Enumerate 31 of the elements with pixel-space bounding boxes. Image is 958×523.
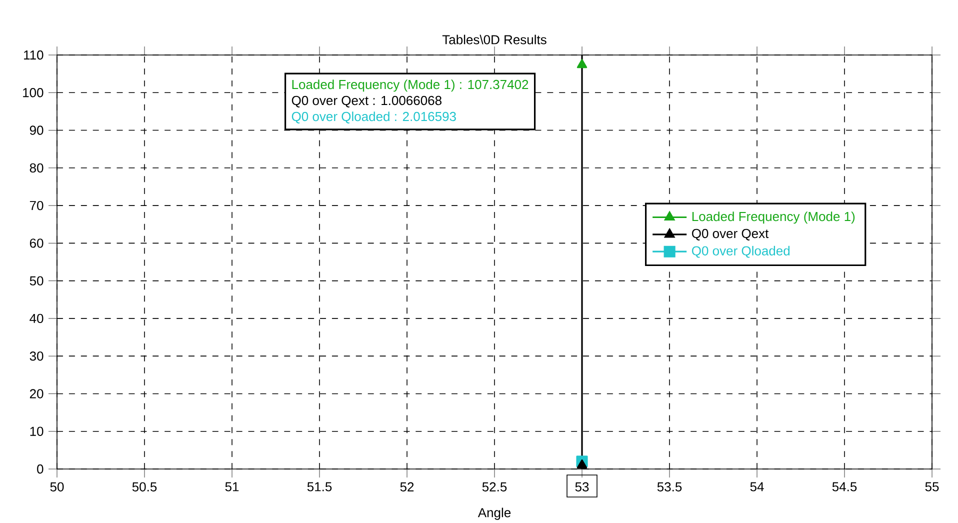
x-tick-label: 52: [400, 482, 414, 492]
x-tick-label: 54: [750, 482, 764, 492]
legend-label: Q0 over Qloaded: [692, 246, 790, 258]
y-tick-label: 70: [30, 200, 44, 210]
y-tick-label: 110: [24, 50, 44, 60]
x-tick-label: 51.5: [307, 482, 332, 492]
annotation: Q0 over Qloaded : 2.016593: [292, 112, 456, 124]
y-tick-label: 20: [30, 389, 44, 398]
x-tick-label: 51: [225, 482, 239, 492]
legend-label: Loaded Frequency (Mode 1): [692, 212, 855, 224]
x-tick-label: 55: [925, 482, 939, 492]
x-tick-label: 54.5: [832, 482, 857, 492]
x-tick-label: 50.5: [132, 482, 157, 492]
y-tick-label: 90: [30, 126, 44, 135]
x-tick-label: 53.5: [657, 482, 682, 492]
y-tick-label: 0: [37, 464, 44, 474]
y-tick-label: 30: [30, 352, 44, 361]
y-tick-label: 100: [23, 88, 44, 98]
y-tick-label: 50: [30, 276, 44, 286]
x-axis-title: Angle: [478, 508, 511, 520]
y-tick-label: 40: [30, 314, 44, 324]
annotation: Loaded Frequency (Mode 1) : 107.37402: [292, 80, 528, 92]
x-tick-label: 50: [50, 482, 64, 492]
x-tick-label: 53: [575, 482, 589, 492]
y-tick-label: 10: [30, 426, 44, 436]
y-tick-label: 60: [30, 238, 44, 248]
legend-label: Q0 over Qext: [692, 228, 769, 240]
y-tick-label: 80: [30, 163, 44, 173]
x-tick-label: 52.5: [482, 482, 507, 492]
annotation: Q0 over Qext : 1.0066068: [292, 96, 442, 108]
chart-title: Tables\0D Results: [442, 34, 546, 44]
